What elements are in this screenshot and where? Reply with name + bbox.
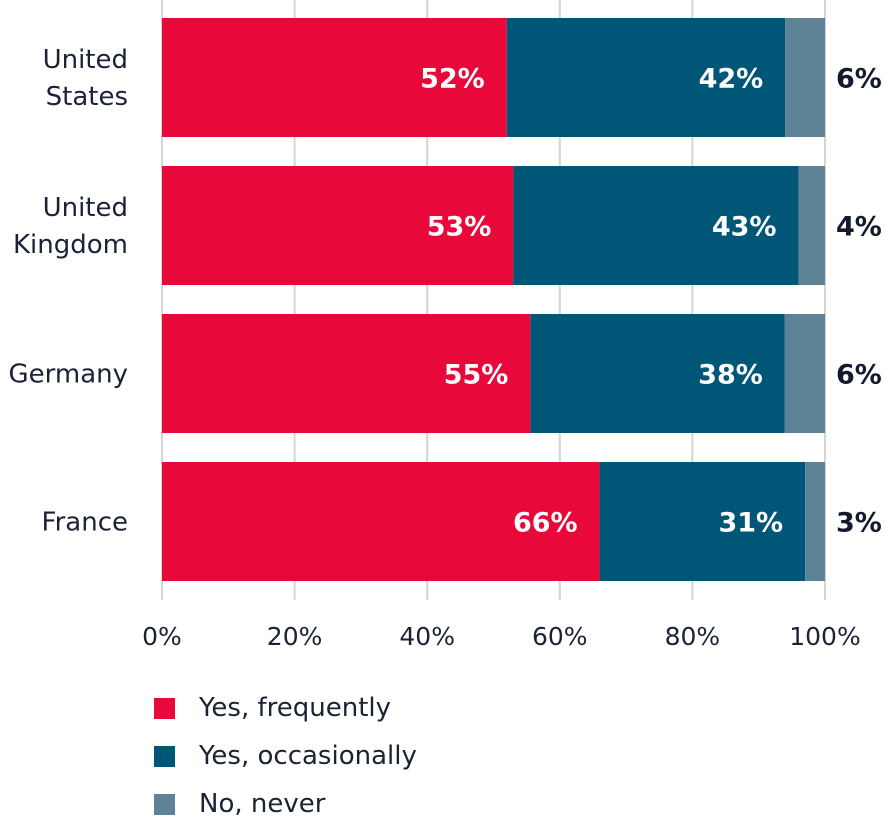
category-label: Germany — [8, 360, 128, 390]
legend-item-never: No, never — [154, 780, 417, 828]
x-tick-label: 100% — [789, 622, 860, 651]
bar-segment — [599, 462, 806, 581]
data-label: 4% — [836, 212, 882, 243]
x-tick-label: 60% — [532, 622, 588, 651]
x-tick-label: 80% — [665, 622, 721, 651]
category-label: States — [46, 82, 128, 112]
bar-segment — [162, 166, 514, 285]
data-label: 53% — [427, 212, 492, 243]
data-label: 52% — [420, 64, 485, 95]
legend-item-occasionally: Yes, occasionally — [154, 732, 417, 780]
stacked-bar-chart: 0% 20% 40% 60% 80% 100% United States 52% 42% 6% Un… — [8, 0, 882, 651]
data-label: 3% — [836, 508, 882, 539]
bar-segment — [162, 314, 531, 433]
bar-segment — [798, 166, 825, 285]
data-label: 66% — [513, 508, 578, 539]
data-label: 55% — [444, 360, 509, 391]
legend: Yes, frequently Yes, occasionally No, ne… — [154, 684, 417, 828]
bar-segment — [784, 314, 825, 433]
category-label: United — [43, 193, 128, 223]
legend-item-frequently: Yes, frequently — [154, 684, 417, 732]
category-label: France — [42, 508, 128, 538]
data-label: 31% — [718, 508, 783, 539]
bar-segment — [785, 18, 825, 137]
x-tick-label: 40% — [399, 622, 455, 651]
bar-segment — [530, 314, 785, 433]
bar-segment — [162, 18, 507, 137]
legend-label: Yes, occasionally — [199, 741, 417, 771]
bar-segment — [162, 462, 600, 581]
legend-swatch — [154, 697, 175, 719]
x-tick-label: 20% — [267, 622, 323, 651]
data-label: 43% — [712, 212, 777, 243]
bar-segment — [805, 462, 825, 581]
category-label: United — [43, 45, 128, 75]
legend-label: Yes, frequently — [199, 693, 392, 723]
data-label: 42% — [699, 64, 764, 95]
bar-segment — [506, 18, 786, 137]
data-label: 6% — [836, 360, 882, 391]
x-tick-label: 0% — [142, 622, 182, 651]
data-label: 38% — [698, 360, 763, 391]
legend-label: No, never — [199, 789, 326, 819]
bar-segment — [513, 166, 799, 285]
category-label: Kingdom — [13, 230, 128, 260]
data-label: 6% — [836, 64, 882, 95]
legend-swatch — [154, 745, 175, 767]
legend-swatch — [154, 793, 175, 815]
